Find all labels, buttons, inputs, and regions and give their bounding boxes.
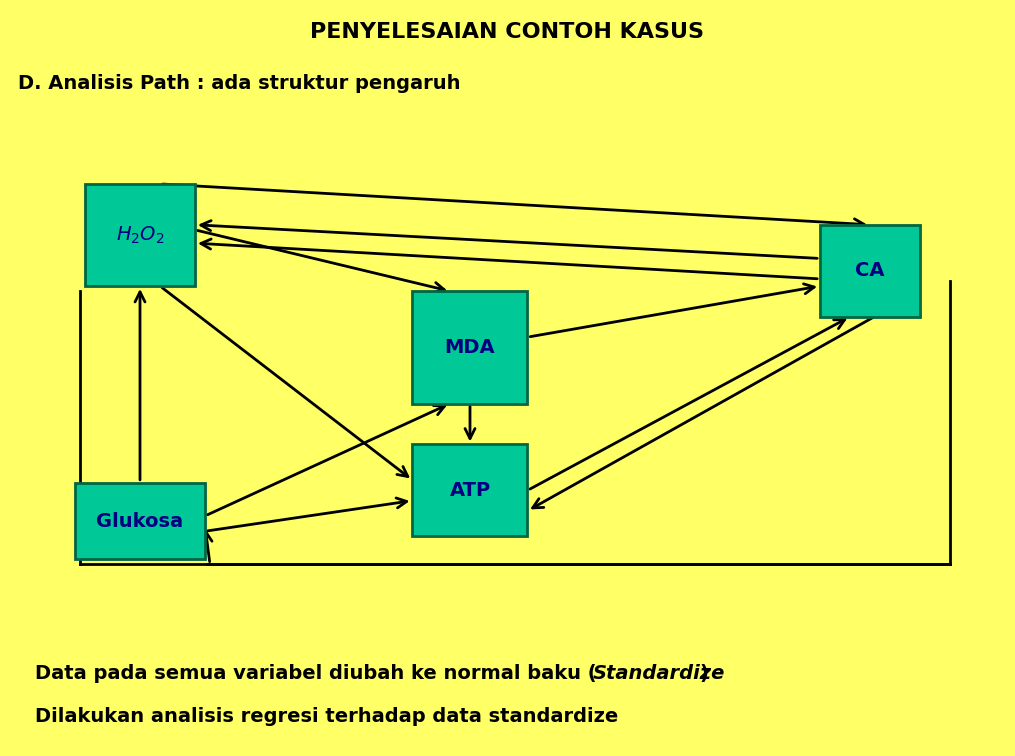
FancyBboxPatch shape [412, 445, 528, 536]
FancyArrowPatch shape [530, 284, 814, 336]
FancyArrowPatch shape [201, 221, 817, 259]
FancyArrowPatch shape [533, 293, 918, 508]
Text: D. Analisis Path : ada struktur pengaruh: D. Analisis Path : ada struktur pengaruh [18, 73, 461, 92]
FancyArrowPatch shape [208, 498, 407, 531]
Text: $H_2O_2$: $H_2O_2$ [116, 225, 164, 246]
FancyArrowPatch shape [201, 239, 817, 279]
FancyArrowPatch shape [198, 231, 445, 293]
FancyArrowPatch shape [135, 292, 145, 480]
FancyArrowPatch shape [207, 406, 445, 515]
Text: Glukosa: Glukosa [96, 512, 184, 531]
FancyArrowPatch shape [530, 320, 844, 489]
FancyBboxPatch shape [820, 225, 920, 317]
Text: Data pada semua variabel diubah ke normal baku (: Data pada semua variabel diubah ke norma… [35, 664, 597, 683]
Text: ATP: ATP [450, 481, 490, 500]
FancyArrowPatch shape [162, 184, 864, 229]
Text: PENYELESAIAN CONTOH KASUS: PENYELESAIAN CONTOH KASUS [311, 23, 704, 42]
Text: Standardize: Standardize [593, 664, 726, 683]
Text: CA: CA [856, 262, 885, 280]
FancyArrowPatch shape [162, 288, 408, 476]
Text: ): ) [699, 664, 707, 683]
Text: Dilakukan analisis regresi terhadap data standardize: Dilakukan analisis regresi terhadap data… [35, 707, 618, 726]
FancyBboxPatch shape [85, 184, 195, 286]
Text: MDA: MDA [445, 338, 495, 357]
FancyBboxPatch shape [75, 483, 205, 559]
FancyArrowPatch shape [465, 406, 475, 438]
FancyBboxPatch shape [412, 291, 528, 404]
